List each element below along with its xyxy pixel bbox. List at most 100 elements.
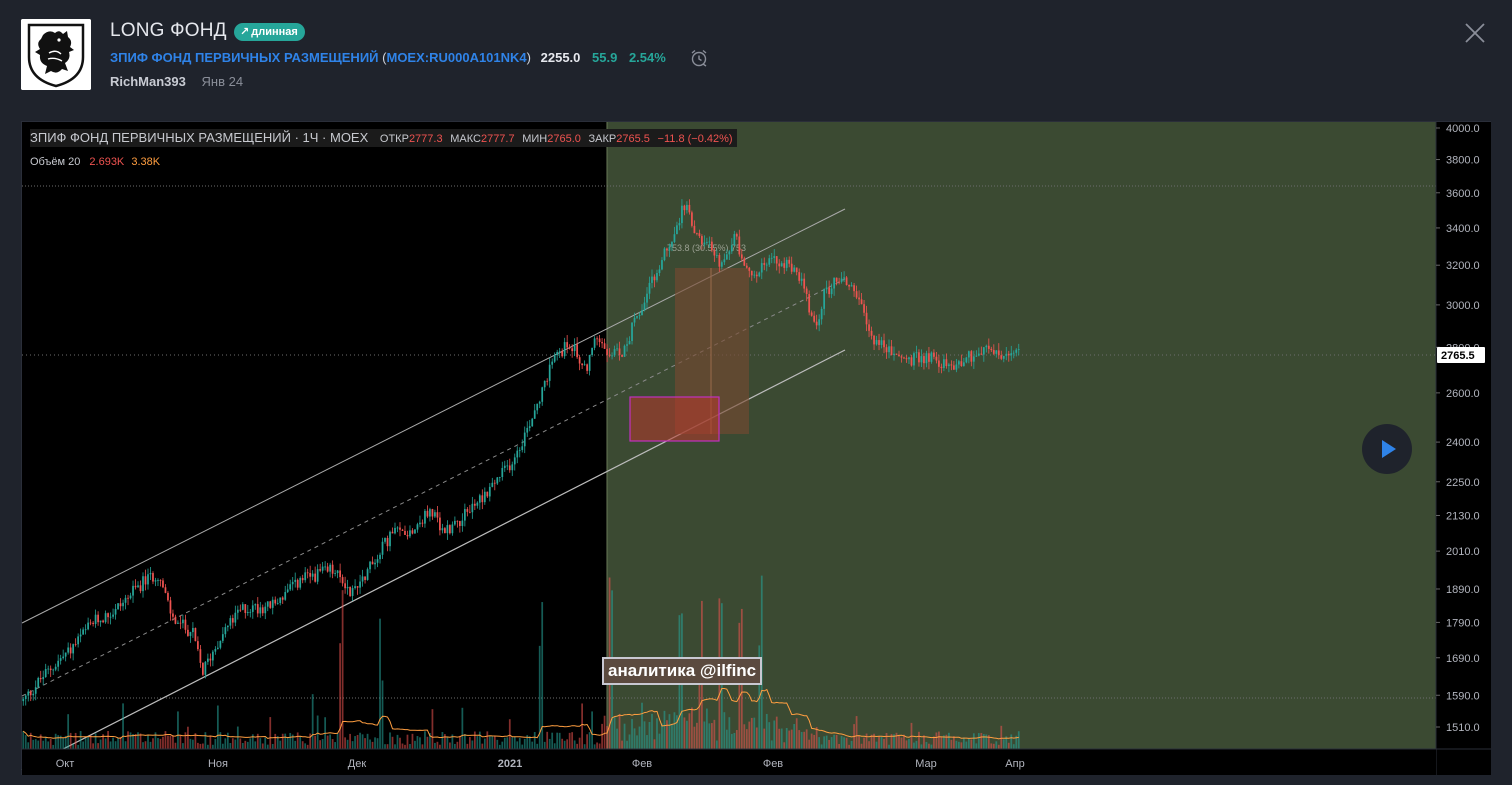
volume-bar [89,735,92,749]
volume-bar [823,736,826,749]
candle-body [591,347,593,355]
volume-bar [596,742,598,749]
candle-body [99,620,102,623]
candle-body [933,352,935,357]
volume-bar [211,744,214,749]
candle-body [496,477,499,484]
volume-bar [576,743,579,749]
candle-body [955,364,958,370]
volume-bar [371,741,374,749]
volume-bar [439,744,441,749]
candle-body [37,677,40,688]
idea-title: LONG ФОНД [110,20,227,41]
candle-body [573,344,576,352]
volume-bar [513,736,516,749]
candle-body [244,604,247,613]
candle-body [765,264,768,266]
candle-body [478,495,481,503]
candle-body [783,263,786,268]
volume-bar [197,742,199,749]
volume-bar [643,721,646,749]
author-row: RichMan393 Янв 24 [110,74,243,89]
author-avatar[interactable] [21,19,91,90]
candle-body [740,254,743,259]
candle-body [818,319,821,326]
volume-bar [553,743,556,749]
candle-body [957,361,960,365]
volume-bar [429,733,431,749]
symbol-name-link[interactable]: ЗПИФ ФОНД ПЕРВИЧНЫХ РАЗМЕЩЕНИЙ [110,50,379,65]
volume-bar [880,736,883,749]
symbol-code-link[interactable]: MOEX:RU000A101NK4 [386,50,527,65]
candle-body [977,353,980,356]
candle-body [997,350,1000,356]
volume-bar [683,717,686,749]
time-axis[interactable] [22,749,1436,775]
play-button[interactable] [1362,424,1412,474]
close-icon[interactable] [1464,22,1486,44]
candle-body [376,559,379,563]
candle-body [476,502,479,506]
volume-bar [478,731,481,749]
volume-bar [219,732,222,749]
alarm-clock-icon[interactable] [689,48,709,68]
volume-bar [992,743,995,749]
volume-bar [863,737,865,749]
arrow-up-right-icon: ↗ [240,26,250,38]
volume-bar [943,735,945,749]
candle-body [64,652,67,657]
badge-label: длинная [251,26,298,38]
price-tick-label: 1510.0 [1446,722,1480,734]
volume-bar [581,703,584,749]
candle-body [686,204,688,211]
candle-body [366,569,369,580]
candle-body [404,530,406,535]
candle-body [261,607,264,614]
volume-bar [461,707,464,749]
candle-body [22,698,25,702]
candle-body [833,277,835,289]
candle-body [758,272,761,277]
candle-body [306,572,309,574]
time-tick-label: Фев [763,758,783,770]
candle-body [409,530,411,537]
candle-body [371,561,374,565]
price-axis[interactable] [1436,122,1491,775]
volume-bar [84,738,87,749]
volume-bar [778,728,781,749]
volume-bar [970,739,973,749]
candle-body [536,403,539,411]
candle-body [97,614,99,623]
volume-bar [638,726,641,749]
volume-bar [498,744,501,749]
candle-body [299,578,302,588]
candle-body [638,315,641,316]
time-tick-label: Ноя [208,758,228,770]
candle-body [643,302,646,311]
volume-bar [274,733,277,749]
candle-body [62,656,65,659]
candle-body [895,353,898,355]
candle-body [715,254,718,256]
time-tick-label: Окт [56,758,75,770]
volume-bar [446,736,449,749]
volume-bar [995,741,998,749]
author-name-link[interactable]: RichMan393 [110,74,186,89]
volume-bar [506,737,509,749]
volume-bar [236,726,239,749]
volume-bar [938,731,940,749]
legend-close: 2765.5 [616,133,650,145]
candle-body [304,572,307,581]
volume-bar [733,732,736,749]
legend-symbol: ЗПИФ ФОНД ПЕРВИЧНЫХ РАЗМЕЩЕНИЙ · 1Ч · MO… [30,130,369,145]
candle-body [132,585,134,596]
candle-body [848,284,850,287]
candle-body [286,589,289,593]
price-tick-label: 4000.0 [1446,123,1480,135]
candle-body [501,467,504,477]
candle-body [117,603,119,610]
volume-bar [226,732,229,749]
candle-body [107,613,109,618]
price-range-label: 753.8 (30.55%) 753 [667,243,746,253]
candle-body [154,580,157,582]
